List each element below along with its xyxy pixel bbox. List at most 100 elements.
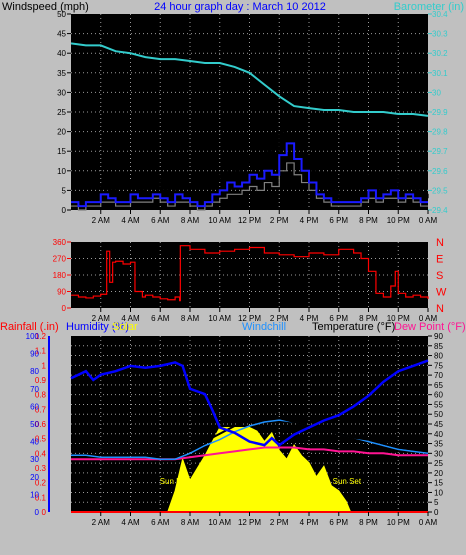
humidity-axis-title: Humidity (%) xyxy=(66,321,129,333)
wind-gust-line xyxy=(71,119,429,203)
barometer-line xyxy=(70,42,429,117)
wind-avg-line xyxy=(71,142,428,208)
sun-rise-label: Sun Rise xyxy=(160,477,193,486)
compass-label: E xyxy=(436,254,443,266)
humidity-tick-label: 10 xyxy=(30,490,39,499)
windchill-line xyxy=(71,419,429,460)
temp-tick-label: 25 xyxy=(434,459,443,468)
wind-grid xyxy=(71,14,428,210)
rain-tick-label: 0.5 xyxy=(35,435,47,444)
solar-axis-title: Solar xyxy=(112,321,138,333)
compass-label: N xyxy=(436,237,444,249)
humidity-tick-label: 90 xyxy=(30,350,39,359)
x-tick-label: 2 AM xyxy=(92,518,111,527)
temp-tick-label: 5 xyxy=(434,498,439,507)
x-tick-label: 6 AM xyxy=(151,216,170,225)
x-tick-label: 0 AM xyxy=(419,314,438,323)
y-tick-label: 29.7 xyxy=(432,147,448,156)
temperature-line xyxy=(70,415,429,455)
x-tick-label: 2 AM xyxy=(92,216,111,225)
rain-tick-label: 0.1 xyxy=(35,493,47,502)
humidity-tick-label: 30 xyxy=(30,455,39,464)
x-tick-label: 8 AM xyxy=(181,314,200,323)
sun-set-label: Sun Set xyxy=(333,477,362,486)
humidity-tick-label: 100 xyxy=(26,332,40,341)
direction-series xyxy=(71,245,429,302)
x-tick-label: 6 AM xyxy=(151,314,170,323)
dewpoint-axis-title: Dew Point (°F) xyxy=(394,321,466,333)
y-tick-label: 90 xyxy=(57,288,66,297)
x-tick-label: 10 PM xyxy=(387,216,410,225)
rain-tick-label: 0.7 xyxy=(35,405,47,414)
x-tick-label: 8 PM xyxy=(359,518,378,527)
humidity-tick-label: 40 xyxy=(30,438,39,447)
temp-tick-label: 70 xyxy=(434,371,443,380)
compass-label: N xyxy=(436,303,444,315)
rain-tick-label: 0.8 xyxy=(35,391,47,400)
rain-tick-label: 1.2 xyxy=(35,332,47,341)
y-tick-label: 29.4 xyxy=(432,206,448,215)
rain-tick-label: 0.3 xyxy=(35,464,47,473)
x-tick-label: 10 AM xyxy=(208,314,231,323)
y-tick-label: 25 xyxy=(57,108,66,117)
x-tick-label: 4 PM xyxy=(300,314,319,323)
temp-series: Sun Rise Sun Set xyxy=(70,359,429,513)
y-tick-label: 0 xyxy=(62,206,67,215)
wind-x-axis: 2 AM 4 AM 6 AM 8 AM 10 AM 12 PM 2 PM 4 PM 6 PM 8 … xyxy=(92,210,437,225)
y-tick-label: 20 xyxy=(57,128,66,137)
humidity-y-axis: 0 10 20 30 40 50 60 70 80 90 100 xyxy=(26,332,40,517)
x-tick-label: 2 AM xyxy=(92,314,111,323)
x-tick-label: 8 AM xyxy=(181,216,200,225)
temp-tick-label: 20 xyxy=(434,469,443,478)
y-tick-label: 30.4 xyxy=(432,10,448,19)
rain-y-axis: 0 0.1 0.2 0.3 0.4 0.5 0.6 0.7 0.8 0.9 1 1.1 1.2 xyxy=(35,332,50,517)
y-tick-label: 40 xyxy=(57,49,66,58)
dewpoint-line xyxy=(71,446,428,461)
compass-label: W xyxy=(436,287,447,299)
humidity-tick-label: 60 xyxy=(30,402,39,411)
temp-tick-label: 50 xyxy=(434,410,443,419)
rain-tick-label: 1.1 xyxy=(35,347,47,356)
temp-tick-label: 60 xyxy=(434,391,443,400)
x-tick-label: 12 PM xyxy=(238,518,261,527)
x-tick-label: 2 PM xyxy=(270,518,289,527)
rain-tick-label: 0.4 xyxy=(35,449,47,458)
y-tick-label: 30.3 xyxy=(432,30,448,39)
rain-tick-label: 0 xyxy=(42,508,47,517)
rain-tick-label: 0.6 xyxy=(35,420,47,429)
temp-tick-label: 30 xyxy=(434,449,443,458)
x-tick-label: 6 AM xyxy=(151,518,170,527)
rain-tick-label: 0.2 xyxy=(35,479,47,488)
y-tick-label: 29.5 xyxy=(432,186,448,195)
temp-tick-label: 80 xyxy=(434,352,443,361)
humidity-tick-label: 0 xyxy=(35,508,40,517)
humidity-tick-label: 50 xyxy=(30,420,39,429)
rain-tick-label: 1 xyxy=(42,361,47,370)
temp-tick-label: 90 xyxy=(434,332,443,341)
x-tick-label: 8 PM xyxy=(359,216,378,225)
humidity-line xyxy=(70,359,429,447)
temp-x-axis: 2 AM 4 AM 6 AM 8 AM 10 AM 12 PM 2 PM 4 PM 6 PM 8 … xyxy=(92,512,438,527)
x-tick-label: 10 AM xyxy=(208,518,231,527)
humidity-tick-label: 80 xyxy=(30,367,39,376)
x-tick-label: 4 PM xyxy=(300,518,319,527)
direction-y-axis: 0 90 180 270 360 xyxy=(53,238,71,313)
y-tick-label: 29.8 xyxy=(432,128,448,137)
x-tick-label: 4 AM xyxy=(121,314,140,323)
x-tick-label: 0 AM xyxy=(419,518,438,527)
x-tick-label: 6 PM xyxy=(329,216,348,225)
y-tick-label: 30 xyxy=(57,88,66,97)
y-tick-label: 10 xyxy=(57,167,66,176)
x-tick-label: 6 PM xyxy=(329,518,348,527)
x-tick-label: 4 AM xyxy=(121,518,140,527)
solar-area xyxy=(167,427,352,513)
chart-title: 24 hour graph day : March 10 2012 xyxy=(154,1,326,13)
y-tick-label: 50 xyxy=(57,10,66,19)
temp-tick-label: 0 xyxy=(434,508,439,517)
humidity-tick-label: 70 xyxy=(30,385,39,394)
y-tick-label: 29.9 xyxy=(432,108,448,117)
y-tick-label: 180 xyxy=(53,271,67,280)
